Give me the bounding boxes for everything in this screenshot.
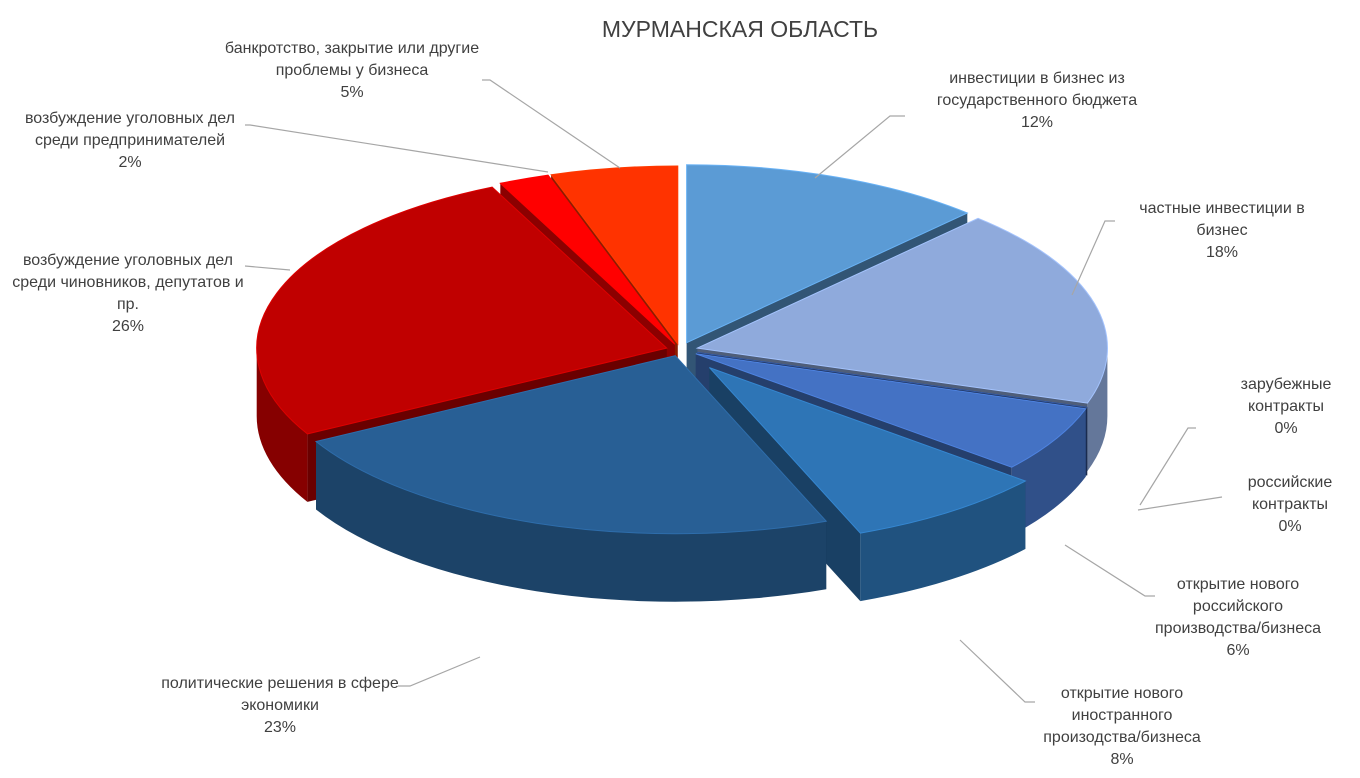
slice xyxy=(695,353,1087,468)
leader-line xyxy=(814,115,905,179)
data-label: политические решения в сфере экономики 23… xyxy=(160,673,400,739)
leader-line xyxy=(1137,496,1223,511)
leader-line xyxy=(959,639,1035,703)
data-label: частные инвестиции в бизнес 18% xyxy=(1127,198,1317,264)
label-category: российские контракты xyxy=(1247,474,1333,513)
label-category: возбуждение уголовных дел среди чиновник… xyxy=(12,252,244,313)
label-value: 0% xyxy=(1274,420,1298,437)
leader-line xyxy=(245,124,549,173)
data-label: возбуждение уголовных дел среди чиновник… xyxy=(8,250,248,338)
slice-side xyxy=(1011,408,1086,536)
leader-line xyxy=(1139,427,1196,506)
label-category: открытие нового иностранного произодства… xyxy=(1043,685,1201,746)
label-value: 0% xyxy=(1278,518,1302,535)
label-value: 2% xyxy=(118,154,142,171)
label-category: возбуждение уголовных дел среди предприн… xyxy=(24,110,235,149)
label-value: 18% xyxy=(1205,244,1239,261)
leader-line xyxy=(398,656,481,687)
data-label: банкротство, закрытие или другие проблем… xyxy=(217,38,487,104)
data-label: зарубежные контракты 0% xyxy=(1231,374,1341,440)
label-value: 6% xyxy=(1226,642,1250,659)
leader-line xyxy=(482,79,621,169)
label-category: частные инвестиции в бизнес xyxy=(1139,200,1305,239)
data-label: открытие нового российского производства… xyxy=(1138,574,1338,662)
slice xyxy=(256,186,668,435)
slice-side xyxy=(256,348,308,502)
slice-side xyxy=(1087,348,1108,472)
slice-side xyxy=(860,481,1026,602)
label-category: открытие нового российского производства… xyxy=(1155,576,1321,637)
slice xyxy=(686,164,969,344)
slice xyxy=(550,165,679,346)
data-label: инвестиции в бизнес из государственного … xyxy=(907,68,1167,134)
label-category: банкротство, закрытие или другие проблем… xyxy=(224,40,480,79)
leader-line xyxy=(1071,220,1115,296)
slice xyxy=(499,174,676,345)
leader-line xyxy=(1064,544,1155,597)
slice xyxy=(709,367,1027,534)
slice xyxy=(697,351,1088,408)
label-category: политические решения в сфере экономики xyxy=(161,675,399,714)
label-value: 12% xyxy=(1020,114,1054,131)
data-label: открытие нового иностранного произодства… xyxy=(1022,683,1222,771)
slice xyxy=(695,217,1108,404)
label-value: 23% xyxy=(263,719,297,736)
label-category: зарубежные контракты xyxy=(1240,376,1332,415)
chart-title: МУРМАНСКАЯ ОБЛАСТЬ xyxy=(601,16,879,42)
label-value: 8% xyxy=(1110,751,1134,768)
leader-line xyxy=(244,265,291,271)
label-category: инвестиции в бизнес из государственного … xyxy=(936,70,1138,109)
label-value: 5% xyxy=(340,84,364,101)
slice xyxy=(314,355,828,535)
data-label: российские контракты 0% xyxy=(1235,472,1345,538)
label-value: 26% xyxy=(111,318,145,335)
slice-side xyxy=(316,441,827,602)
data-label: возбуждение уголовных дел среди предприн… xyxy=(10,108,250,174)
